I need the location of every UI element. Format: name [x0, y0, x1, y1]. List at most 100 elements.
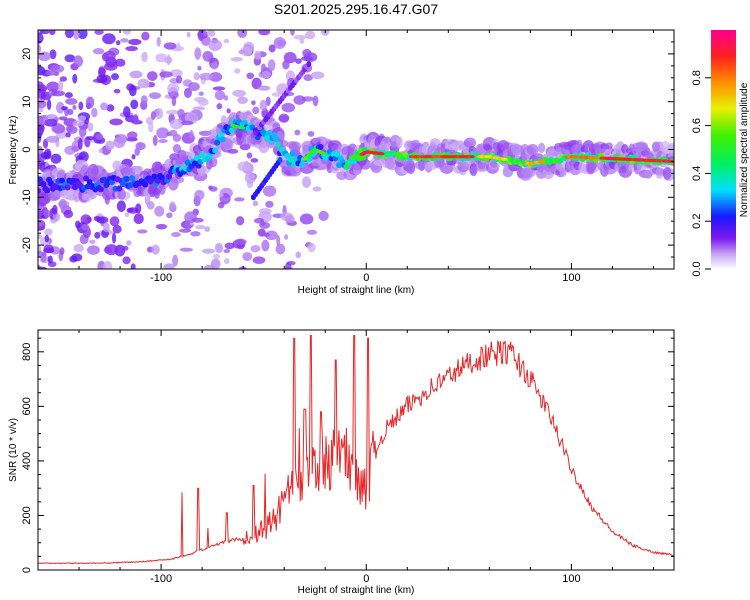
- heatmap-halo-cell: [636, 141, 647, 151]
- heatmap-noise-cell: [89, 239, 96, 244]
- heatmap-noise-cell: [259, 208, 272, 215]
- heatmap-noise-cell: [267, 59, 276, 72]
- heatmap-noise-cell: [184, 222, 191, 232]
- heatmap-noise-cell: [284, 214, 295, 224]
- heatmap-noise-cell: [290, 30, 295, 36]
- heatmap-noise-cell: [122, 30, 132, 35]
- heatmap-ridge-cell: [284, 152, 291, 159]
- heatmap-noise-cell: [307, 242, 316, 253]
- heatmap-ridge-cell: [350, 158, 357, 165]
- spectrogram-y-tick-label: 20: [21, 48, 33, 60]
- heatmap-noise-cell: [191, 217, 204, 223]
- heatmap-noise-cell: [49, 49, 57, 60]
- heatmap-noise-cell: [265, 200, 274, 208]
- heatmap-noise-cell: [237, 96, 249, 105]
- heatmap-ridge-cell: [199, 151, 206, 158]
- heatmap-halo-cell: [463, 137, 477, 148]
- heatmap-noise-cell: [43, 209, 51, 219]
- heatmap-ridge-cell: [86, 179, 93, 186]
- spectrogram-y-tick-label: -20: [21, 237, 33, 253]
- heatmap-noise-cell: [71, 253, 83, 262]
- heatmap-noise-cell: [105, 140, 115, 151]
- heatmap-ridge-cell: [206, 152, 213, 159]
- heatmap-noise-cell: [204, 226, 211, 232]
- heatmap-noise-cell: [281, 102, 295, 113]
- heatmap-noise-cell: [293, 34, 307, 40]
- heatmap-halo-cell: [605, 142, 613, 150]
- heatmap-noise-cell: [100, 102, 109, 111]
- heatmap-noise-cell: [65, 98, 78, 105]
- heatmap-noise-cell: [66, 125, 78, 134]
- heatmap-noise-cell: [259, 99, 268, 112]
- heatmap-noise-cell: [111, 232, 117, 244]
- heatmap-noise-cell: [230, 56, 243, 62]
- heatmap-noise-cell: [234, 238, 247, 246]
- heatmap-ridge-cell: [219, 136, 226, 143]
- heatmap-noise-cell: [38, 162, 42, 170]
- heatmap-noise-cell: [61, 106, 67, 111]
- heatmap-noise-cell: [307, 131, 315, 137]
- heatmap-noise-cell: [246, 72, 255, 80]
- heatmap-noise-cell: [45, 70, 59, 76]
- heatmap-ridge-cell: [123, 175, 130, 182]
- heatmap-noise-cell: [282, 60, 290, 70]
- heatmap-noise-cell: [155, 53, 167, 63]
- heatmap-noise-cell: [73, 30, 80, 40]
- heatmap-noise-cell: [143, 80, 150, 88]
- heatmap-noise-cell: [156, 36, 161, 47]
- heatmap-arc-cell: [277, 157, 283, 164]
- snr-y-tick-label: 800: [21, 343, 33, 361]
- heatmap-noise-cell: [141, 31, 150, 41]
- heatmap-noise-cell: [243, 41, 255, 53]
- heatmap-halo-cell: [396, 136, 403, 149]
- heatmap-ridge-cell: [275, 141, 282, 148]
- heatmap-noise-cell: [38, 99, 47, 109]
- heatmap-noise-cell: [261, 70, 271, 79]
- heatmap-noise-cell: [177, 108, 185, 119]
- heatmap-noise-cell: [258, 85, 271, 91]
- heatmap-peak-cell: [321, 152, 328, 156]
- figure-title: S201.2025.295.16.47.G07: [274, 1, 438, 17]
- heatmap-ridge-cell: [273, 136, 280, 143]
- heatmap-noise-cell: [111, 73, 119, 81]
- heatmap-noise-cell: [242, 251, 253, 262]
- spectrogram-heatmap: [38, 30, 674, 269]
- heatmap-ridge-cell: [142, 181, 149, 188]
- heatmap-halo-cell: [220, 115, 227, 127]
- heatmap-noise-cell: [259, 221, 271, 229]
- spectrogram-x-tick-label: 0: [363, 272, 369, 284]
- heatmap-noise-cell: [155, 108, 164, 120]
- heatmap-noise-cell: [87, 245, 100, 255]
- heatmap-noise-cell: [293, 95, 306, 105]
- heatmap-noise-cell: [150, 111, 157, 120]
- snr-panel: -100 0 100 0 200 400 600 800 Height of straight…: [8, 329, 675, 596]
- heatmap-noise-cell: [214, 90, 226, 101]
- heatmap-noise-cell: [166, 212, 173, 219]
- heatmap-noise-cell: [130, 263, 136, 269]
- heatmap-ridge-cell: [83, 175, 90, 182]
- heatmap-noise-cell: [223, 258, 230, 264]
- heatmap-ridge-cell: [38, 188, 41, 195]
- heatmap-noise-cell: [77, 115, 87, 122]
- heatmap-noise-cell: [65, 132, 71, 138]
- heatmap-noise-cell: [202, 50, 214, 62]
- heatmap-noise-cell: [72, 120, 85, 127]
- heatmap-noise-cell: [133, 213, 144, 225]
- heatmap-noise-cell: [276, 235, 281, 247]
- heatmap-noise-cell: [59, 247, 65, 256]
- heatmap-ridge-cell: [129, 175, 136, 182]
- heatmap-noise-cell: [318, 210, 329, 221]
- heatmap-halo-cell: [359, 158, 372, 170]
- heatmap-noise-cell: [208, 185, 213, 190]
- heatmap-noise-cell: [104, 244, 119, 256]
- heatmap-ridge-cell: [228, 127, 235, 134]
- colorbar-tick-label: 0.8: [691, 70, 703, 85]
- heatmap-noise-cell: [40, 151, 50, 159]
- heatmap-halo-cell: [441, 163, 454, 174]
- heatmap-noise-cell: [194, 189, 205, 201]
- heatmap-noise-cell: [38, 66, 46, 76]
- heatmap-noise-cell: [129, 70, 143, 79]
- heatmap-noise-cell: [216, 103, 223, 110]
